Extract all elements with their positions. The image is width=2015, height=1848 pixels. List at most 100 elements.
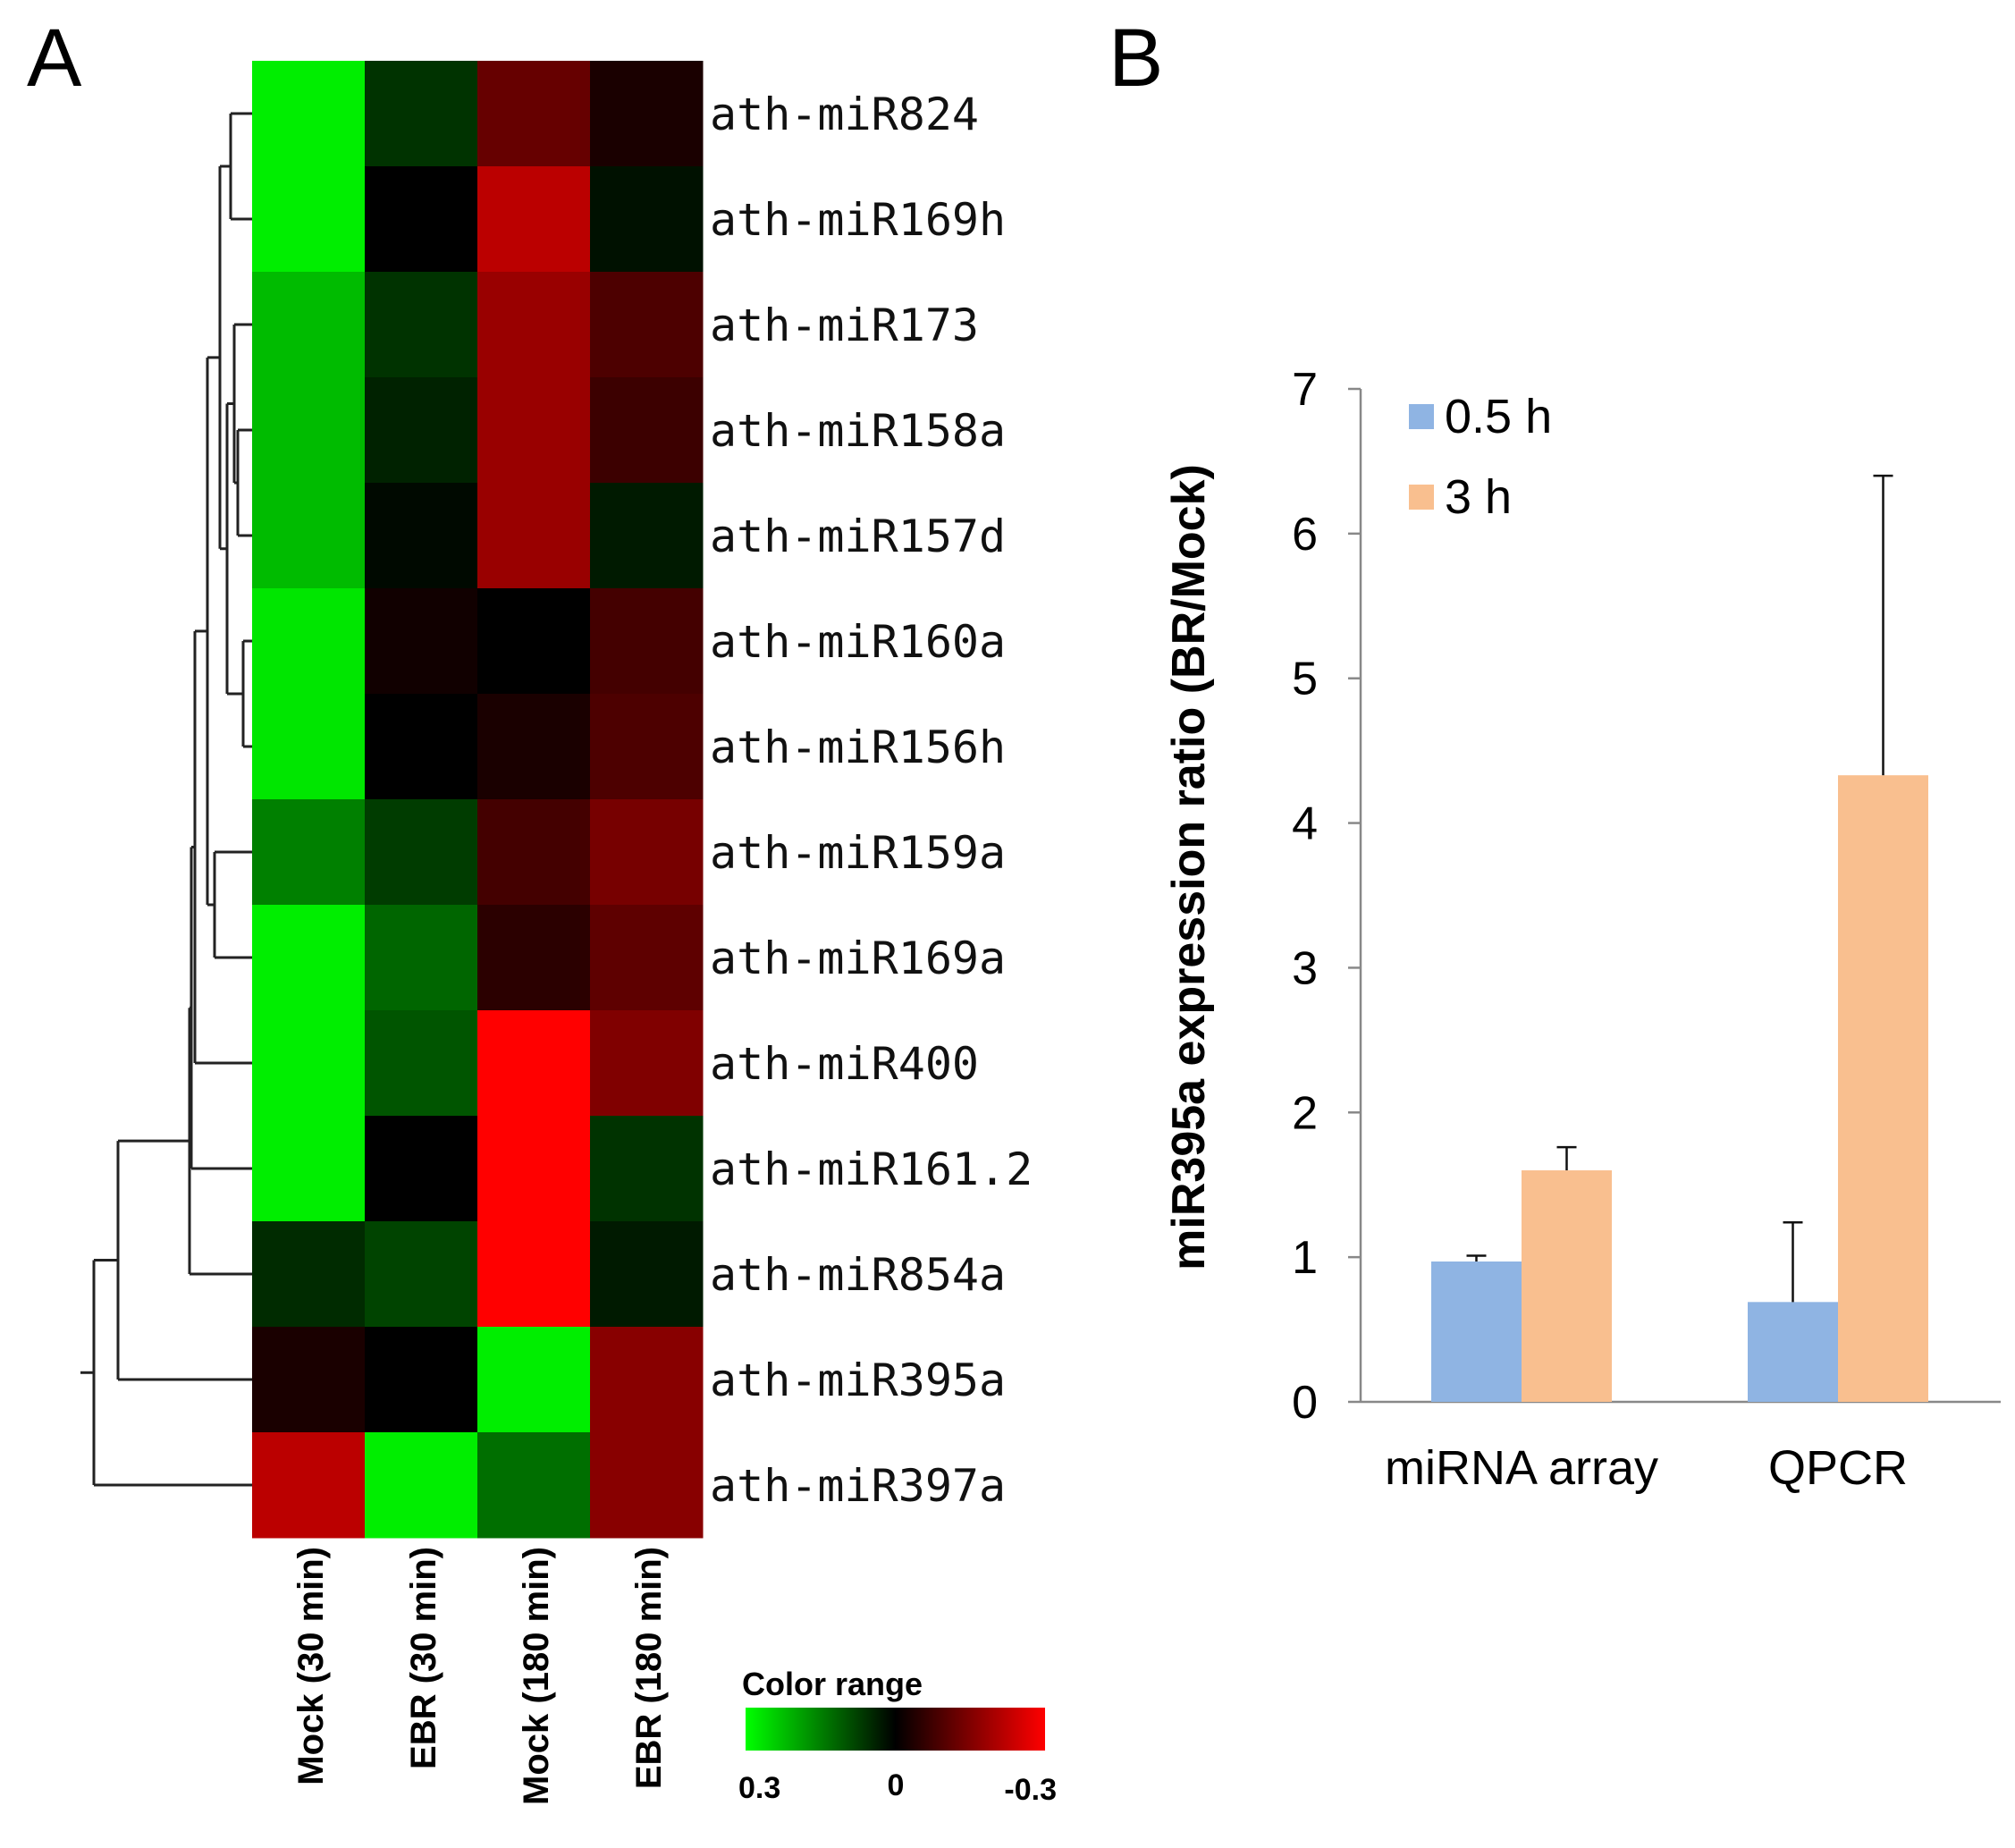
heatmap-cell (252, 1432, 366, 1539)
color-range-tick-high: 0.3 (738, 1771, 780, 1805)
heatmap-cell (590, 1010, 704, 1117)
bar (1431, 1261, 1522, 1402)
heatmap-cell (252, 1221, 366, 1328)
heatmap-column-label: Mock (180 min) (517, 1547, 556, 1805)
heatmap-cell (590, 272, 704, 378)
legend-swatch (1409, 404, 1434, 429)
heatmap-cell (590, 588, 704, 695)
heatmap-cell (252, 483, 366, 589)
panel-label-a: A (27, 13, 82, 104)
heatmap-cell (477, 1221, 591, 1328)
heatmap-cell (365, 1432, 478, 1539)
color-range-legend: Color range 0.3 0 -0.3 (738, 1666, 1057, 1807)
heatmap-cell (477, 905, 591, 1011)
heatmap-cell (477, 1327, 591, 1433)
bar (1838, 775, 1928, 1402)
heatmap-cell (365, 166, 478, 273)
y-tick-label: 5 (1292, 654, 1318, 705)
heatmap-row-label: ath-miR169a (710, 932, 1006, 984)
y-tick-label: 4 (1292, 798, 1318, 850)
heatmap-row-labels: ath-miR824 ath-miR169h ath-miR173 ath-miR15… (710, 89, 1033, 1512)
y-tick-label: 3 (1292, 942, 1318, 994)
heatmap-cell (365, 1327, 478, 1433)
heatmap-row-label: ath-miR161.2 (710, 1143, 1033, 1195)
heatmap-row-label: ath-miR854a (710, 1249, 1006, 1301)
heatmap-cell (477, 1010, 591, 1117)
heatmap-row-label: ath-miR160a (710, 616, 1006, 668)
heatmap-cell (477, 61, 591, 167)
heatmap-cell (365, 1010, 478, 1117)
heatmap-cells (252, 61, 704, 1539)
y-tick-label: 1 (1292, 1232, 1318, 1284)
panel-label-b: B (1109, 13, 1163, 104)
heatmap-cell (365, 799, 478, 906)
heatmap-row-label: ath-miR400 (710, 1038, 979, 1090)
heatmap-column-labels: Mock (30 min) EBR (30 min) Mock (180 min) E… (291, 1547, 669, 1805)
heatmap-cell (365, 377, 478, 484)
heatmap-column-label: EBR (180 min) (629, 1547, 669, 1789)
y-tick-label: 6 (1292, 509, 1318, 561)
heatmap-cell (252, 166, 366, 273)
heatmap-chart: ath-miR824 ath-miR169h ath-miR173 ath-miR15… (80, 61, 1057, 1807)
heatmap-cell (252, 799, 366, 906)
bar-series (1431, 474, 1928, 1402)
bar-chart: 0 1 2 3 4 5 6 7 miRNA array QPCR 0.5 h 3 h miR395… (1163, 364, 2001, 1495)
legend-swatch (1409, 485, 1434, 510)
heatmap-cell (590, 483, 704, 589)
legend-label: 3 h (1445, 470, 1512, 524)
heatmap-cell (252, 272, 366, 378)
y-axis-title: miR395a expression ratio (BR/Mock) (1163, 464, 1215, 1270)
heatmap-cell (477, 588, 591, 695)
heatmap-column-label: Mock (30 min) (291, 1547, 331, 1785)
heatmap-cell (252, 1010, 366, 1117)
heatmap-cell (590, 1221, 704, 1328)
heatmap-row-label: ath-miR824 (710, 89, 979, 140)
heatmap-cell (252, 1116, 366, 1222)
heatmap-cell (477, 799, 591, 906)
heatmap-row-label: ath-miR157d (710, 511, 1006, 562)
color-range-title: Color range (742, 1666, 923, 1702)
heatmap-cell (252, 905, 366, 1011)
bar (1522, 1170, 1612, 1402)
heatmap-cell (252, 694, 366, 800)
heatmap-cell (477, 483, 591, 589)
heatmap-cell (590, 799, 704, 906)
color-range-gradient (746, 1708, 1045, 1751)
heatmap-cell (252, 588, 366, 695)
heatmap-cell (365, 1116, 478, 1222)
heatmap-cell (365, 905, 478, 1011)
color-range-tick-mid: 0 (888, 1768, 905, 1802)
color-range-tick-low: -0.3 (1004, 1773, 1057, 1807)
heatmap-cell (365, 483, 478, 589)
heatmap-cell (252, 377, 366, 484)
y-tick-label: 7 (1292, 364, 1318, 416)
heatmap-row-label: ath-miR159a (710, 827, 1006, 879)
heatmap-cell (590, 1432, 704, 1539)
heatmap-cell (365, 272, 478, 378)
heatmap-cell (477, 377, 591, 484)
heatmap-row-label: ath-miR158a (710, 405, 1006, 457)
heatmap-cell (252, 61, 366, 167)
heatmap-row-label: ath-miR395a (710, 1354, 1006, 1406)
x-tick-label: QPCR (1768, 1441, 1908, 1495)
y-tick-label: 0 (1292, 1377, 1318, 1429)
heatmap-cell (365, 1221, 478, 1328)
heatmap-cell (590, 61, 704, 167)
y-tick-label: 2 (1292, 1087, 1318, 1139)
heatmap-cell (590, 1116, 704, 1222)
heatmap-cell (590, 377, 704, 484)
chart-legend: 0.5 h 3 h (1409, 390, 1552, 524)
heatmap-cell (252, 1327, 366, 1433)
bar (1748, 1302, 1838, 1402)
heatmap-cell (590, 1327, 704, 1433)
heatmap-row-label: ath-miR156h (710, 721, 1006, 773)
heatmap-cell (365, 61, 478, 167)
row-dendrogram (80, 112, 252, 1487)
x-tick-label: miRNA array (1385, 1441, 1658, 1495)
heatmap-cell (590, 166, 704, 273)
heatmap-row-label: ath-miR397a (710, 1460, 1006, 1512)
heatmap-column-label: EBR (30 min) (404, 1547, 443, 1769)
legend-label: 0.5 h (1445, 390, 1552, 443)
heatmap-row-label: ath-miR169h (710, 194, 1006, 246)
